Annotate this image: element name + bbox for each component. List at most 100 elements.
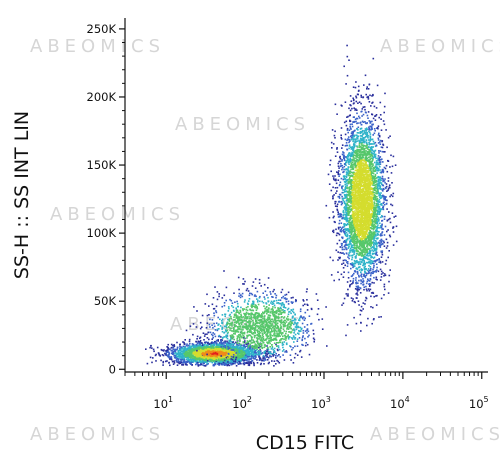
data-point <box>288 322 290 324</box>
data-point <box>258 351 260 353</box>
data-point <box>299 350 301 353</box>
data-point <box>200 363 203 366</box>
data-point <box>218 363 220 366</box>
data-point <box>208 323 211 326</box>
data-point <box>208 314 210 316</box>
data-point <box>270 308 273 311</box>
data-point <box>267 296 269 299</box>
data-point <box>253 324 255 326</box>
data-point <box>258 322 261 324</box>
data-point <box>300 316 302 318</box>
data-point <box>277 308 280 311</box>
data-point <box>237 330 239 333</box>
data-point <box>277 326 280 328</box>
data-point <box>193 359 195 361</box>
data-point <box>279 310 282 312</box>
data-point <box>203 347 206 350</box>
data-point <box>284 294 286 296</box>
data-point <box>294 321 296 323</box>
data-point <box>212 308 215 310</box>
data-point <box>182 359 185 361</box>
data-point <box>277 299 280 301</box>
data-point <box>203 362 205 365</box>
data-point <box>206 293 208 296</box>
data-point <box>229 298 231 301</box>
data-point <box>341 167 344 169</box>
data-point <box>274 329 276 331</box>
data-point <box>242 357 245 359</box>
data-point <box>257 314 260 316</box>
data-point <box>238 351 241 353</box>
data-point <box>239 326 242 328</box>
data-point <box>279 332 282 334</box>
data-point <box>192 323 195 325</box>
data-point <box>287 307 290 310</box>
data-point <box>209 350 211 352</box>
data-point <box>279 356 282 358</box>
data-point <box>264 350 266 353</box>
data-point <box>221 321 224 324</box>
data-point <box>293 323 295 326</box>
data-point <box>210 347 213 350</box>
data-point <box>257 335 260 338</box>
data-point <box>334 205 337 207</box>
data-point <box>245 312 247 315</box>
data-point <box>272 296 274 298</box>
data-point <box>280 339 282 341</box>
data-point <box>228 340 231 343</box>
data-point <box>246 360 249 362</box>
data-point <box>189 358 191 360</box>
data-point <box>253 364 255 367</box>
data-point <box>347 173 350 175</box>
data-point <box>266 323 268 325</box>
data-point <box>259 300 261 303</box>
data-point <box>385 185 388 188</box>
data-point <box>267 319 269 322</box>
data-point <box>291 348 293 351</box>
data-point <box>279 339 281 342</box>
data-point <box>192 351 195 354</box>
data-point <box>245 318 248 320</box>
data-point <box>365 153 368 156</box>
data-point <box>245 319 247 322</box>
data-point <box>345 176 348 178</box>
data-point <box>221 362 224 365</box>
data-point <box>242 335 244 337</box>
data-point <box>282 325 285 328</box>
data-point <box>238 327 241 330</box>
data-point <box>234 354 237 356</box>
data-point <box>365 154 368 157</box>
data-point <box>215 359 217 362</box>
data-point <box>283 306 286 309</box>
data-point <box>374 169 377 171</box>
data-point <box>190 352 192 354</box>
data-point <box>254 278 257 280</box>
data-point <box>350 216 352 219</box>
data-point <box>182 341 184 343</box>
data-point <box>185 360 188 363</box>
data-point <box>281 350 284 352</box>
data-point <box>344 202 347 205</box>
data-point <box>294 345 296 348</box>
data-point <box>243 308 246 310</box>
data-point <box>360 228 362 231</box>
data-point <box>218 323 220 325</box>
data-point <box>383 201 385 204</box>
data-point <box>212 355 214 357</box>
watermark: ABEOMICS <box>50 204 185 225</box>
data-point <box>263 363 265 365</box>
data-point <box>221 330 224 333</box>
data-point <box>274 311 277 313</box>
data-point <box>238 347 241 349</box>
data-point <box>252 357 254 359</box>
data-point <box>228 344 230 346</box>
data-point <box>233 332 235 335</box>
data-point <box>258 316 260 318</box>
data-point <box>247 305 249 308</box>
data-point <box>263 352 266 355</box>
data-point <box>275 321 277 324</box>
data-point <box>302 332 305 334</box>
data-point <box>326 345 328 347</box>
data-point <box>285 298 287 301</box>
data-point <box>192 343 195 346</box>
